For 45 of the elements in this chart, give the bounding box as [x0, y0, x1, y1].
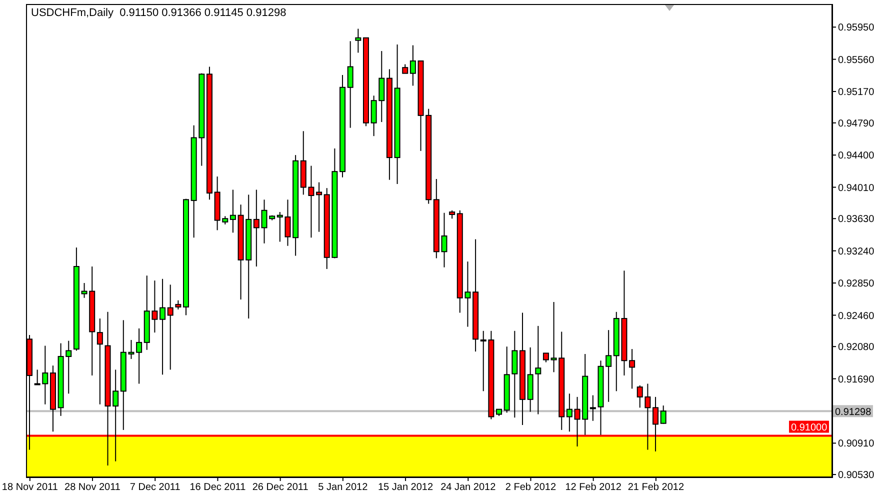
x-tick-label: 5 Jan 2012: [318, 482, 368, 493]
candlestick: [410, 44, 416, 86]
x-tick-label: 2 Feb 2012: [505, 482, 556, 493]
x-tick-label: 28 Nov 2011: [64, 482, 121, 493]
candlestick: [136, 328, 142, 384]
candlestick: [96, 318, 103, 405]
candlestick: [167, 284, 174, 370]
x-tick-label: 21 Feb 2012: [628, 482, 684, 493]
x-tick-label: 16 Dec 2011: [190, 482, 246, 493]
candlestick: [230, 189, 236, 234]
candlestick: [402, 64, 408, 74]
y-tick-label: 0.90910: [838, 438, 874, 450]
x-tick-label: 18 Nov 2011: [2, 482, 58, 493]
candlestick: [566, 393, 572, 432]
candlestick: [629, 348, 636, 390]
y-tick-label: 0.95170: [838, 87, 874, 98]
candlestick: [355, 28, 362, 54]
ref-line-label: 0.91298: [835, 407, 872, 418]
y-tick-label: 0.94790: [838, 118, 874, 130]
x-tick-label: 12 Feb 2012: [565, 482, 622, 493]
ref-line-label: 0.91000: [791, 422, 828, 434]
x-tick-label: 26 Dec 2011: [252, 482, 309, 493]
x-tick-label: 24 Jan 2012: [440, 482, 496, 493]
y-tick-label: 0.92460: [838, 310, 874, 322]
y-tick-label: 0.93240: [838, 246, 874, 258]
y-tick-label: 0.95950: [838, 22, 874, 34]
y-tick-label: 0.90530: [838, 470, 874, 482]
candlestick: [542, 352, 549, 363]
candlestick: [606, 330, 612, 402]
chart-title: USDCHFm,Daily 0.91150 0.91366 0.91145 0.91298: [31, 7, 286, 19]
candlestick: [160, 278, 166, 376]
y-tick-label: 0.92080: [838, 342, 874, 354]
candlestick: [660, 405, 666, 424]
candlestick: [253, 189, 260, 268]
x-tick-label: 7 Dec 2011: [130, 482, 181, 493]
x-tick-label: 15 Jan 2012: [378, 482, 434, 493]
y-tick-label: 0.93630: [838, 214, 874, 226]
candlestick: [316, 182, 322, 232]
y-tick-label: 0.94010: [838, 182, 874, 194]
candlestick: [347, 40, 354, 128]
candlestick: [175, 300, 182, 310]
y-tick-label: 0.92850: [838, 278, 874, 290]
y-tick-label: 0.95560: [838, 54, 874, 66]
y-tick-label: 0.91690: [838, 374, 874, 386]
y-tick-label: 0.94400: [838, 150, 874, 162]
